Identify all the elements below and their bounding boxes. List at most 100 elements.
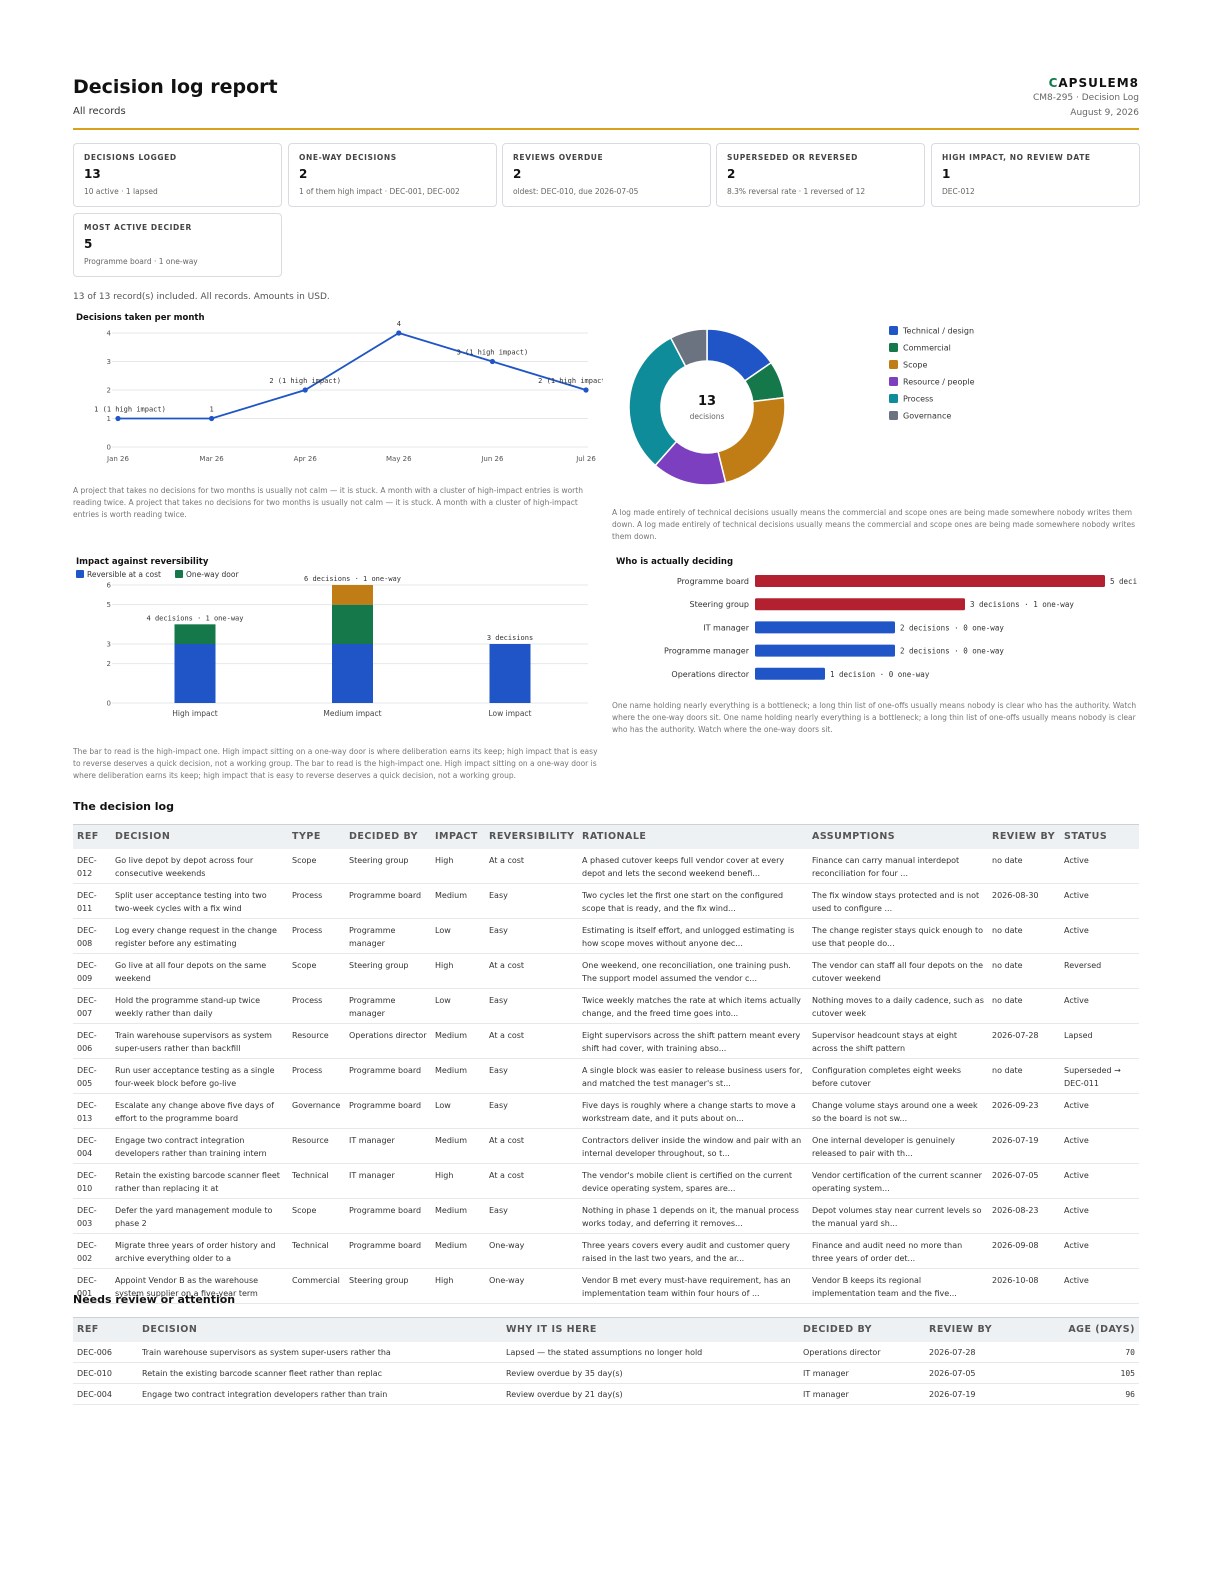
y-tick-label: 0 xyxy=(107,444,111,452)
bar xyxy=(755,598,965,611)
table-row: DEC-002 Migrate three years of order hist… xyxy=(73,1233,1139,1269)
bar xyxy=(755,644,895,657)
table-cell: no date xyxy=(988,1058,1060,1094)
column-header: REVERSIBILITY xyxy=(485,824,578,849)
bar-segment xyxy=(332,644,373,703)
kpi-card: MOST ACTIVE DECIDER 5 Programme board · 1 … xyxy=(73,213,282,277)
report-page: Decision log report All records CAPSULEM… xyxy=(73,0,1140,1584)
pie-slice xyxy=(717,396,786,484)
table-cell: High xyxy=(431,848,485,884)
legend-label: Reversible at a cost xyxy=(87,570,161,579)
column-header: DECIDED BY xyxy=(799,1317,925,1342)
kpi-card: REVIEWS OVERDUE 2 oldest: DEC-010, due 202… xyxy=(502,143,711,207)
report-header: Decision log report All records CAPSULEM… xyxy=(73,74,1139,130)
table-cell: 2026-10-08 xyxy=(988,1268,1060,1304)
column-header: DECISION xyxy=(111,824,288,849)
column-header: RATIONALE xyxy=(578,824,808,849)
bar-value-label: 2 decisions · 0 one-way xyxy=(900,647,1004,656)
table-row: DEC-007 Hold the programme stand-up twice… xyxy=(73,988,1139,1024)
legend-label: Governance xyxy=(903,412,951,421)
y-tick-label: 5 xyxy=(107,601,111,609)
table-cell: Process xyxy=(288,918,345,954)
table-cell: Nothing moves to a daily cadence, such a… xyxy=(808,988,988,1024)
table-cell: DEC-010 xyxy=(73,1163,111,1199)
table-cell: Go live depot by depot across four conse… xyxy=(111,848,288,884)
y-tick-label: 3 xyxy=(107,358,111,366)
y-tick-label: 2 xyxy=(107,660,111,668)
table-cell: no date xyxy=(988,988,1060,1024)
table-cell: Lapsed xyxy=(1060,1023,1139,1059)
data-label: 3 (1 high impact) xyxy=(457,349,529,357)
brand-logo: CAPSULEM8 xyxy=(1033,76,1139,90)
decisions-per-month-chart: 0 1 2 3 4 1 (1 high impact) Jan 26 1 Mar 26 2 (1 … xyxy=(94,320,603,463)
table-cell: 2026-07-05 xyxy=(988,1163,1060,1199)
table-cell: High xyxy=(431,1163,485,1199)
table-cell: no date xyxy=(988,848,1060,884)
table-cell: Programme board xyxy=(345,1058,431,1094)
table-cell: 2026-09-23 xyxy=(988,1093,1060,1129)
bar xyxy=(755,667,825,680)
table-cell: Medium xyxy=(431,1058,485,1094)
series-line xyxy=(118,332,587,420)
table-row: DEC-006 Train warehouse supervisors as sy… xyxy=(73,1341,1139,1363)
y-tick-label: 6 xyxy=(107,582,112,590)
table-cell: Active xyxy=(1060,1163,1139,1199)
table-cell: 96 xyxy=(1035,1383,1139,1405)
table-cell: Scope xyxy=(288,953,345,989)
column-header: REVIEW BY xyxy=(925,1317,1035,1342)
table-cell: DEC-005 xyxy=(73,1058,111,1094)
report-subtitle: All records xyxy=(73,106,126,117)
table-cell: Active xyxy=(1060,1198,1139,1234)
table-cell: High xyxy=(431,1268,485,1304)
table-cell: Programme manager xyxy=(345,918,431,954)
brand-block: CAPSULEM8 CM8-295 · Decision Log August … xyxy=(1033,76,1139,121)
table-cell: The change register stays quick enough t… xyxy=(808,918,988,954)
impact-reversibility-chart: Reversible at a cost One-way door 0 2 3 5 6 4 d… xyxy=(76,570,588,718)
brand-logo-mark: C xyxy=(1048,76,1059,90)
column-header: TYPE xyxy=(288,824,345,849)
table-cell: Engage two contract integration develope… xyxy=(111,1128,288,1164)
kpi-label: ONE-WAY DECISIONS xyxy=(299,153,397,162)
legend-label: Technical / design xyxy=(902,327,974,336)
table-cell: One-way xyxy=(485,1268,578,1304)
legend-swatch xyxy=(889,377,898,386)
table-cell: Medium xyxy=(431,1128,485,1164)
hbar-chart-caption: One name holding nearly everything is a … xyxy=(612,701,1137,734)
table-cell: DEC-001 xyxy=(73,1268,111,1304)
y-tick-label: 1 xyxy=(107,415,111,423)
kpi-note: DEC-012 xyxy=(942,187,975,196)
line-chart-caption: A project that takes no decisions for tw… xyxy=(73,486,583,519)
table-row: DEC-010 Retain the existing barcode scann… xyxy=(73,1362,1139,1384)
column-header: ASSUMPTIONS xyxy=(808,824,988,849)
table-cell: Contractors deliver inside the window an… xyxy=(578,1128,808,1164)
table-cell: Easy xyxy=(485,1093,578,1129)
column-header: REF xyxy=(73,824,111,849)
data-point xyxy=(209,415,215,422)
y-tick-label: 0 xyxy=(107,700,111,708)
table-cell: DEC-006 xyxy=(73,1023,111,1059)
table-row: DEC-013 Escalate any change above five da… xyxy=(73,1093,1139,1129)
data-point xyxy=(583,387,589,393)
table-cell: Estimating is itself effort, and unlogge… xyxy=(578,918,808,954)
table-cell: Scope xyxy=(288,1198,345,1234)
table-row: DEC-005 Run user acceptance testing as a … xyxy=(73,1058,1139,1094)
table-cell: Lapsed — the stated assumptions no longe… xyxy=(502,1341,799,1363)
legend-swatch xyxy=(76,570,84,578)
kpi-card: ONE-WAY DECISIONS 2 1 of them high impact … xyxy=(288,143,497,207)
table-cell: One internal developer is genuinely rele… xyxy=(808,1128,988,1164)
bar-chart-caption: The bar to read is the high-impact one. … xyxy=(73,747,598,780)
table-cell: Three years covers every audit and custo… xyxy=(578,1233,808,1269)
table-cell: Medium xyxy=(431,1023,485,1059)
hbar-chart-title: Who is actually deciding xyxy=(616,557,734,567)
legend-label: Resource / people xyxy=(903,378,975,387)
legend-label: Scope xyxy=(903,361,927,370)
kpi-label: HIGH IMPACT, NO REVIEW DATE xyxy=(942,153,1091,162)
table-cell: Appoint Vendor B as the warehouse system… xyxy=(111,1268,288,1304)
column-header: DECISION xyxy=(138,1317,502,1342)
legend-swatch xyxy=(175,570,183,578)
table-cell: DEC-006 xyxy=(73,1341,138,1363)
table-cell: IT manager xyxy=(345,1128,431,1164)
table-cell: Vendor B keeps its regional implementati… xyxy=(808,1268,988,1304)
table-row: DEC-011 Split user acceptance testing int… xyxy=(73,883,1139,919)
